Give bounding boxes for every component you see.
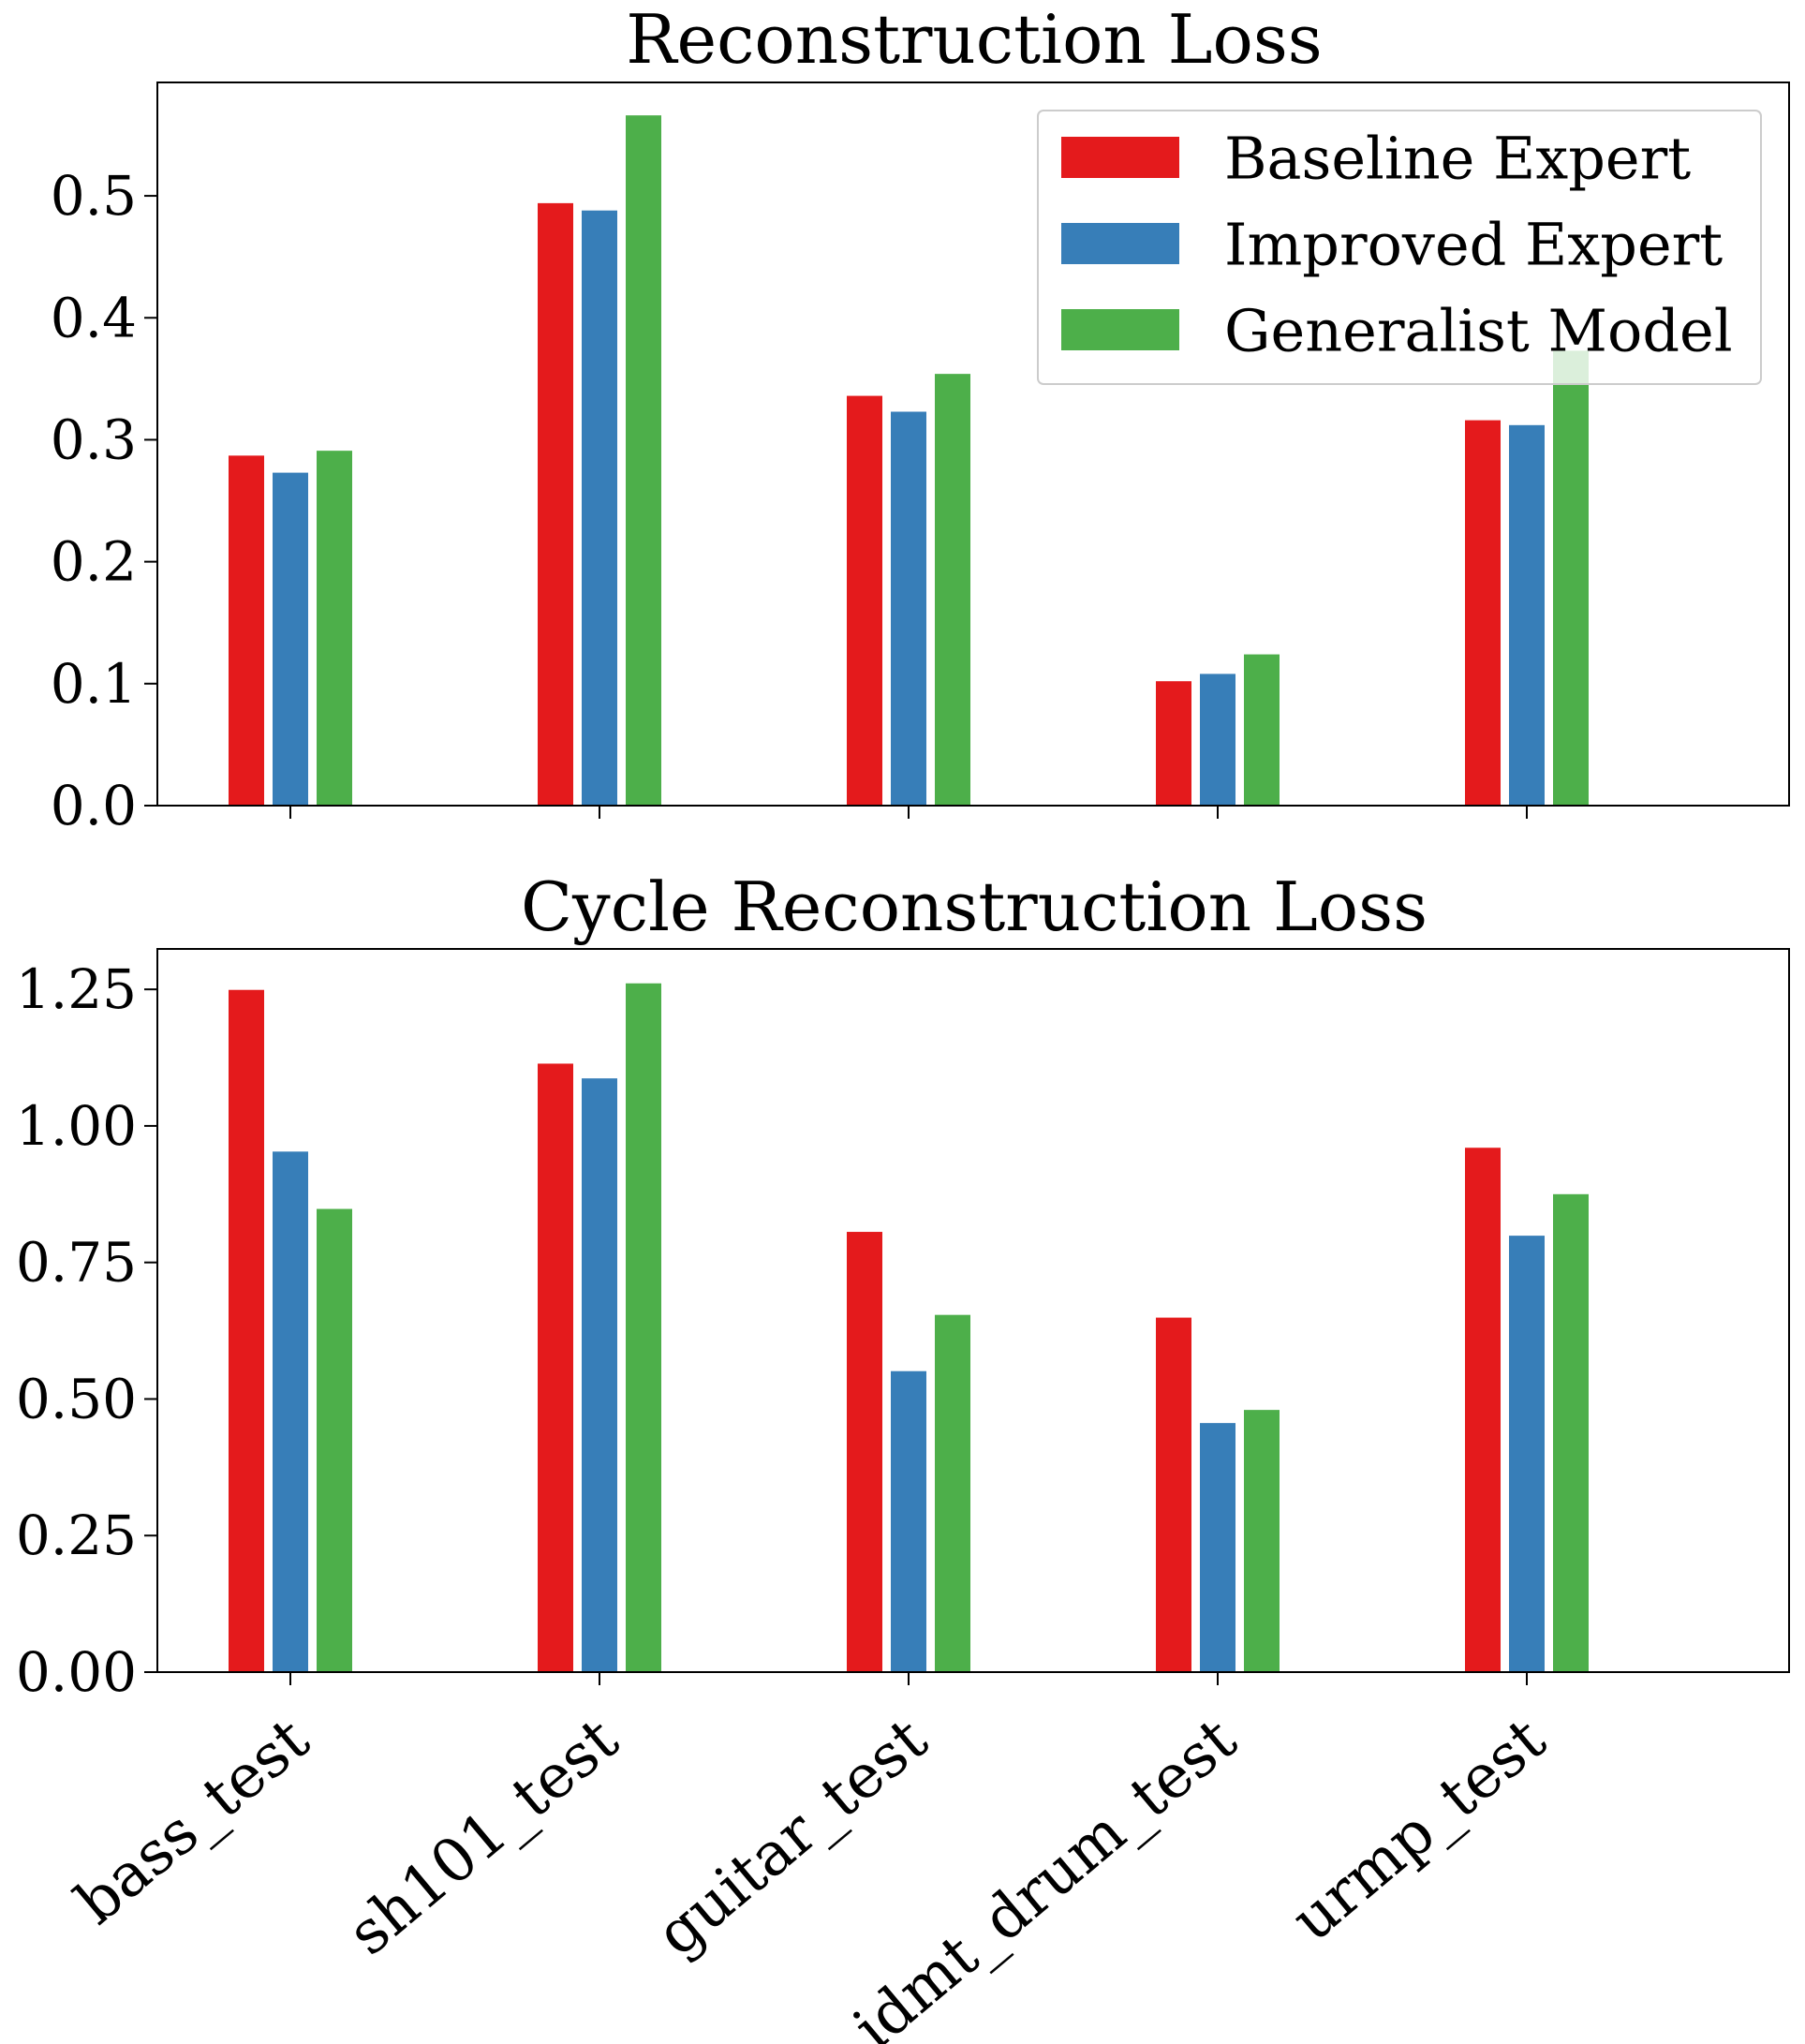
legend-label-baseline: Baseline Expert	[1224, 125, 1691, 193]
x-tick-label: guitar_test	[644, 1705, 940, 1970]
chart-title: Reconstruction Loss	[626, 0, 1322, 79]
bar-improved-bass_test	[273, 1151, 308, 1672]
bar-generalist-sh101_test	[626, 983, 661, 1672]
legend-swatch-improved	[1061, 223, 1179, 264]
plot-frame	[156, 948, 1790, 1673]
y-tick-label: 0.25	[16, 1503, 137, 1567]
y-tick-label: 0.75	[16, 1231, 137, 1295]
bar-improved-idmt_drum_test	[1200, 1423, 1235, 1672]
x-tick-label: urmp_test	[1280, 1705, 1560, 1955]
y-tick-label: 0.2	[51, 530, 137, 594]
bar-improved-urmp_test	[1509, 424, 1545, 806]
bars-reconstruction	[229, 115, 1589, 819]
y-tick-label: 0.4	[51, 286, 137, 349]
x-axis-categories: bass_test sh101_test guitar_testidmt_drum_…	[64, 1672, 1560, 2044]
bar-baseline-idmt_drum_test	[1156, 1317, 1191, 1672]
cycle-reconstruction-loss-panel: Cycle Reconstruction Loss 0.000.250.500.…	[16, 867, 1790, 2044]
legend-swatch-generalist	[1061, 309, 1179, 350]
bar-improved-idmt_drum_test	[1200, 674, 1235, 806]
bars-cycle	[229, 983, 1589, 1672]
bar-baseline-urmp_test	[1465, 1148, 1501, 1672]
bar-generalist-guitar_test	[935, 374, 970, 806]
y-tick-label: 0.50	[16, 1367, 137, 1430]
bar-improved-guitar_test	[891, 411, 926, 806]
bar-baseline-bass_test	[229, 989, 264, 1672]
bar-baseline-guitar_test	[847, 1232, 882, 1672]
bar-improved-urmp_test	[1509, 1236, 1545, 1672]
legend-frame	[1037, 110, 1762, 385]
bar-improved-guitar_test	[891, 1370, 926, 1672]
y-axis-cycle: 0.00 0.25 0.50 0.75 1.00 1.25	[16, 957, 157, 1704]
y-tick-label: 1.00	[16, 1094, 137, 1158]
bar-generalist-guitar_test	[935, 1314, 970, 1672]
x-tick-label: bass_test	[64, 1705, 323, 1938]
legend-label-improved: Improved Expert	[1224, 211, 1723, 279]
legend-label-generalist: Generalist Model	[1224, 297, 1733, 365]
bar-generalist-idmt_drum_test	[1244, 654, 1280, 806]
bar-improved-sh101_test	[582, 210, 617, 807]
bar-baseline-sh101_test	[538, 1063, 573, 1672]
bar-improved-sh101_test	[582, 1078, 617, 1672]
chart-title: Cycle Reconstruction Loss	[521, 867, 1428, 946]
y-tick-label: 0.1	[51, 652, 137, 716]
bar-baseline-sh101_test	[538, 202, 573, 806]
y-axis-reconstruction: 0.0 0.1 0.2 0.3 0.4 0.5	[51, 164, 157, 837]
bar-baseline-idmt_drum_test	[1156, 681, 1191, 806]
x-tick-label: sh101_test	[335, 1705, 631, 1969]
bar-generalist-sh101_test	[626, 115, 661, 806]
bar-baseline-bass_test	[229, 455, 264, 806]
bar-generalist-urmp_test	[1553, 1193, 1589, 1672]
legend-swatch-baseline	[1061, 137, 1179, 178]
y-tick-label: 0.0	[51, 774, 137, 837]
bar-generalist-idmt_drum_test	[1244, 1410, 1280, 1672]
bar-generalist-bass_test	[317, 451, 352, 806]
bar-generalist-bass_test	[317, 1208, 352, 1672]
y-tick-label: 0.5	[51, 164, 137, 228]
bar-improved-bass_test	[273, 472, 308, 806]
bar-baseline-urmp_test	[1465, 420, 1501, 806]
plot-frame	[156, 81, 1790, 807]
y-tick-label: 0.00	[16, 1640, 137, 1704]
bar-baseline-guitar_test	[847, 395, 882, 806]
reconstruction-loss-panel: Reconstruction Loss 0.0 0.1 0.2 0.3 0.4 0.5 B…	[51, 0, 1790, 837]
legend: Baseline Expert Improved Expert Generali…	[1037, 110, 1762, 385]
y-tick-label: 1.25	[16, 957, 137, 1021]
bar-generalist-urmp_test	[1553, 350, 1589, 806]
y-tick-label: 0.3	[51, 407, 137, 471]
